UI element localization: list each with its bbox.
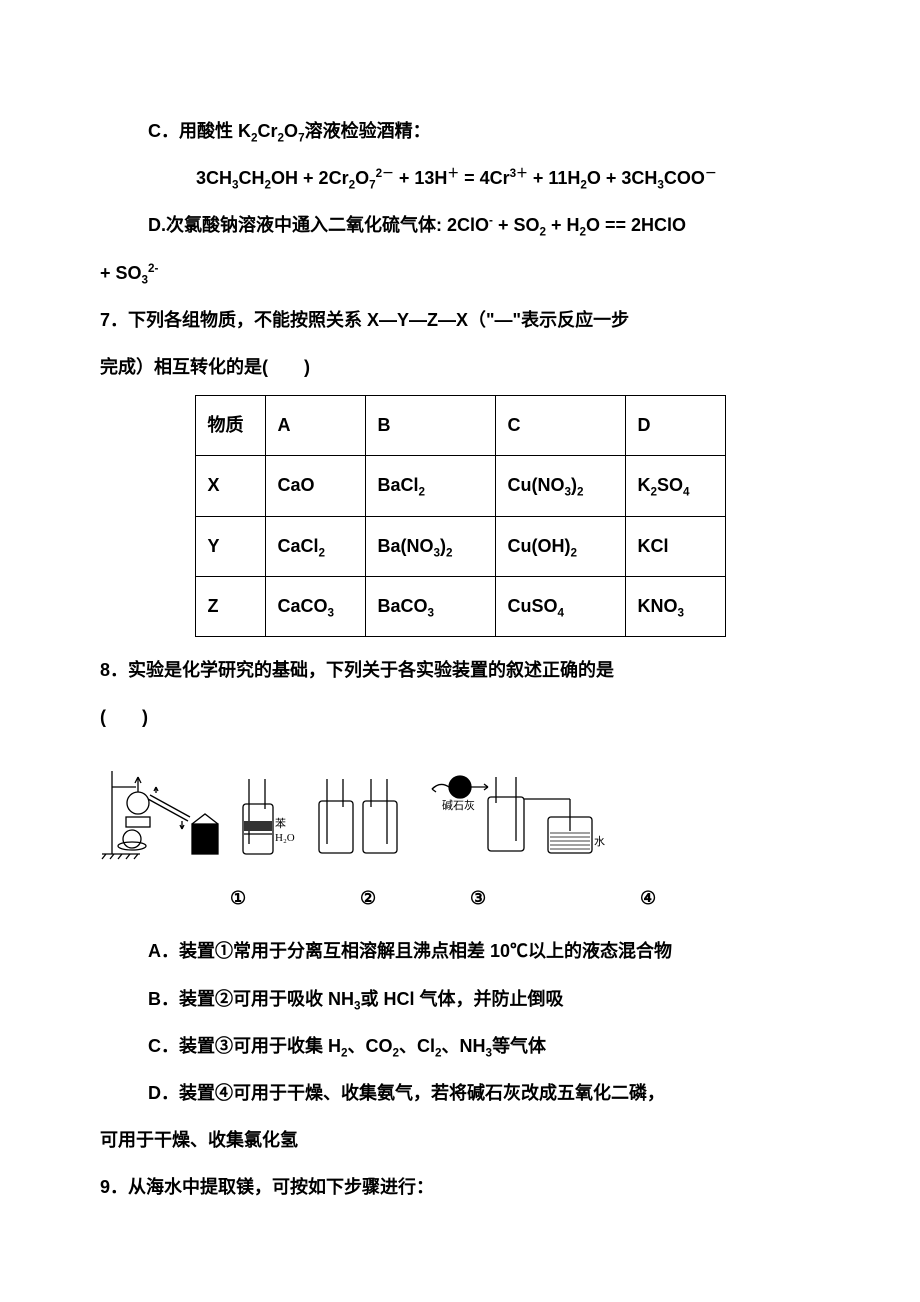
device-4-icon: 碱石灰 水: [432, 776, 605, 853]
q7-stem-line2: 完成）相互转化的是( ): [100, 346, 820, 389]
water-label: 水: [594, 835, 605, 848]
q6-option-c: C．用酸性 K2Cr2O7溶液检验酒精：: [100, 110, 820, 153]
table-row: 物质 A B C D: [195, 396, 725, 456]
table-cell: Z: [195, 576, 265, 636]
h2o-label: H₂O: [275, 832, 295, 844]
table-cell: Ba(NO3)2: [365, 516, 495, 576]
table-header-cell: B: [365, 396, 495, 456]
table-cell: CaCO3: [265, 576, 365, 636]
q7-stem-line1: 7．下列各组物质，不能按照关系 X—Y—Z—X（"—"表示反应一步: [100, 299, 820, 342]
device-num-2: ②: [360, 877, 470, 920]
q6-c-equation: 3CH3CH2OH + 2Cr2O72－ + 13H＋ = 4Cr3＋ + 11…: [100, 157, 820, 200]
table-cell: Cu(NO3)2: [495, 456, 625, 516]
device-num-3: ③: [470, 877, 640, 920]
table-row: X CaO BaCl2 Cu(NO3)2 K2SO4: [195, 456, 725, 516]
table-cell: K2SO4: [625, 456, 725, 516]
device-3-icon: [319, 779, 397, 853]
device-num-1: ①: [230, 877, 360, 920]
q9-stem: 9．从海水中提取镁，可按如下步骤进行：: [100, 1166, 820, 1209]
device-num-4: ④: [640, 877, 656, 920]
table-header-cell: C: [495, 396, 625, 456]
q6-c-text: C．用酸性 K2Cr2O7溶液检验酒精：: [148, 121, 431, 141]
table-cell: CaCl2: [265, 516, 365, 576]
q6-d-eq-inline: 2ClO- + SO2 + H2O == 2HClO: [447, 215, 686, 235]
q8-option-a: A．装置①常用于分离互相溶解且沸点相差 10℃以上的液态混合物: [100, 930, 820, 973]
table-cell: CaO: [265, 456, 365, 516]
table-header-cell: 物质: [195, 396, 265, 456]
table-cell: X: [195, 456, 265, 516]
experiment-apparatus-icon: 苯 H₂O 碱石灰: [100, 759, 660, 869]
q6-option-d: D.次氯酸钠溶液中通入二氧化硫气体: 2ClO- + SO2 + H2O == …: [100, 204, 820, 247]
q8-option-b: B．装置②可用于吸收 NH3或 HCl 气体，并防止倒吸: [100, 978, 820, 1021]
device-2-icon: 苯 H₂O: [243, 779, 295, 854]
table-header-cell: A: [265, 396, 365, 456]
table-cell: KCl: [625, 516, 725, 576]
q6-d-continuation: + SO32-: [100, 252, 820, 295]
table-row: Y CaCl2 Ba(NO3)2 Cu(OH)2 KCl: [195, 516, 725, 576]
device-1-icon: [102, 771, 218, 859]
table-cell: CuSO4: [495, 576, 625, 636]
table-cell: BaCO3: [365, 576, 495, 636]
soda-lime-label: 碱石灰: [442, 798, 475, 812]
table-cell: Y: [195, 516, 265, 576]
q7-table: 物质 A B C D X CaO BaCl2 Cu(NO3)2 K2SO4 Y …: [195, 395, 726, 637]
q8-option-d-line1: D．装置④可用于干燥、收集氨气，若将碱石灰改成五氧化二磷，: [100, 1072, 820, 1115]
q8-option-d-line2: 可用于干燥、收集氯化氢: [100, 1119, 820, 1162]
q8-device-numbers: ① ② ③ ④: [100, 877, 820, 920]
table-cell: BaCl2: [365, 456, 495, 516]
q6-d-text: D.次氯酸钠溶液中通入二氧化硫气体:: [148, 215, 442, 235]
q8-stem-line1: 8．实验是化学研究的基础，下列关于各实验装置的叙述正确的是: [100, 649, 820, 692]
q8-diagram: 苯 H₂O 碱石灰: [100, 759, 820, 869]
q8-option-c: C．装置③可用于收集 H2、CO2、Cl2、NH3等气体: [100, 1025, 820, 1068]
table-header-cell: D: [625, 396, 725, 456]
table-cell: KNO3: [625, 576, 725, 636]
table-cell: Cu(OH)2: [495, 516, 625, 576]
benzene-label: 苯: [275, 816, 286, 830]
table-row: Z CaCO3 BaCO3 CuSO4 KNO3: [195, 576, 725, 636]
q8-stem-line2: ( ): [100, 696, 820, 739]
